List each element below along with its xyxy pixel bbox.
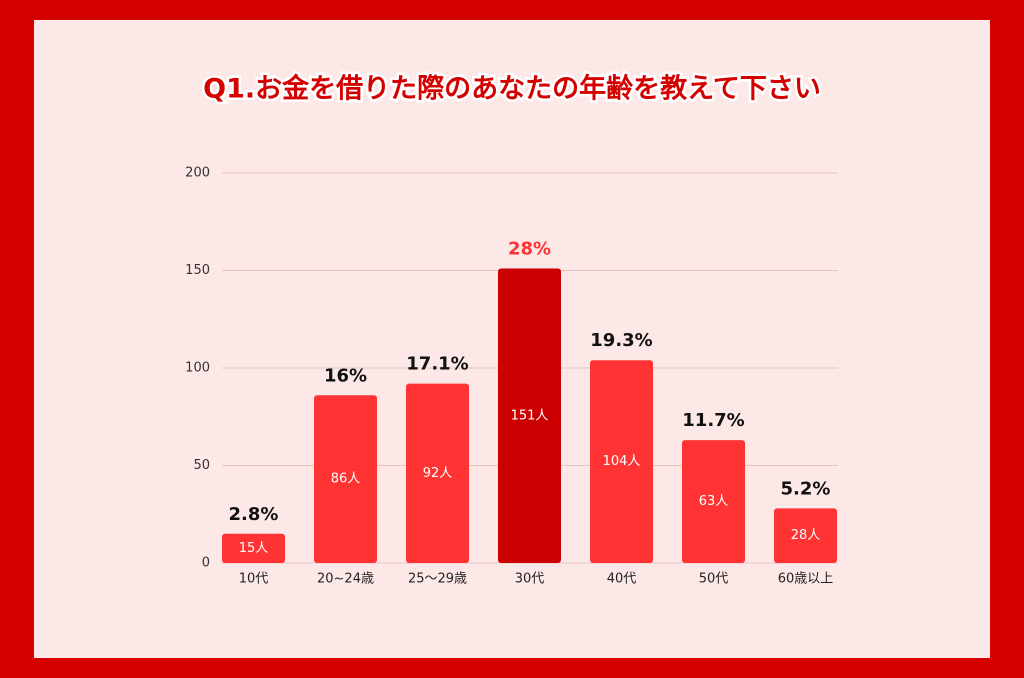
- value-label: 63人: [699, 494, 729, 509]
- x-tick-label: 50代: [699, 572, 729, 587]
- x-tick-label: 40代: [607, 572, 637, 587]
- bar: [314, 395, 377, 563]
- value-label: 15人: [239, 541, 269, 556]
- percent-label: 28%: [508, 239, 551, 260]
- value-label: 92人: [423, 466, 453, 481]
- percent-label: 19.3%: [590, 330, 652, 351]
- bar: [406, 383, 469, 563]
- bar: [774, 508, 837, 563]
- y-tick-label: 150: [185, 263, 210, 278]
- value-label: 151人: [511, 408, 549, 423]
- bar: [682, 440, 745, 563]
- percent-label: 11.7%: [682, 410, 744, 431]
- x-tick-label: 25〜29歳: [408, 572, 467, 587]
- percent-label: 16%: [324, 365, 367, 386]
- percent-label: 17.1%: [406, 354, 468, 375]
- x-tick-label: 20~24歳: [317, 572, 374, 587]
- x-tick-label: 30代: [515, 572, 545, 587]
- x-tick-label: 10代: [239, 572, 269, 587]
- value-label: 104人: [603, 454, 641, 469]
- percent-label: 5.2%: [781, 478, 831, 499]
- value-label: 28人: [791, 528, 821, 543]
- bar: [498, 268, 561, 563]
- y-tick-label: 0: [202, 556, 210, 571]
- y-tick-label: 100: [185, 361, 210, 376]
- bar: [222, 533, 285, 563]
- x-tick-label: 60歳以上: [778, 572, 834, 587]
- bar: [590, 360, 653, 563]
- percent-label: 2.8%: [229, 504, 279, 525]
- y-tick-label: 50: [193, 458, 210, 473]
- chart-title: Q1.お金を借りた際のあなたの年齢を教えて下さい: [203, 73, 821, 105]
- y-tick-label: 200: [185, 166, 210, 181]
- value-label: 86人: [331, 472, 361, 487]
